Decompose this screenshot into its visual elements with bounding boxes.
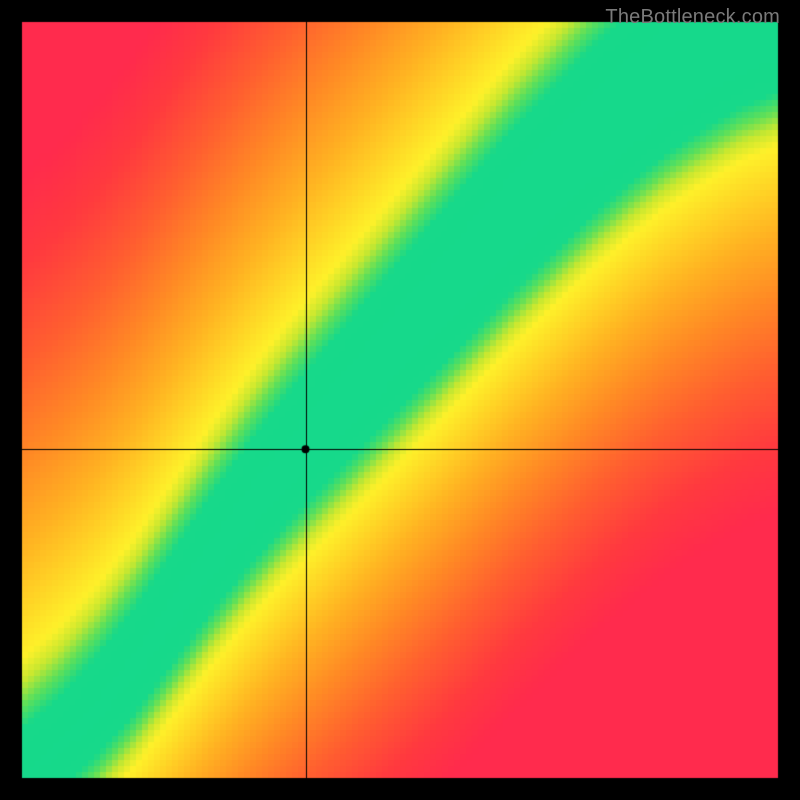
bottleneck-heatmap-container: { "watermark": "TheBottleneck.com", "cha… [0,0,800,800]
watermark-text: TheBottleneck.com [605,6,780,29]
bottleneck-heatmap [0,0,800,800]
